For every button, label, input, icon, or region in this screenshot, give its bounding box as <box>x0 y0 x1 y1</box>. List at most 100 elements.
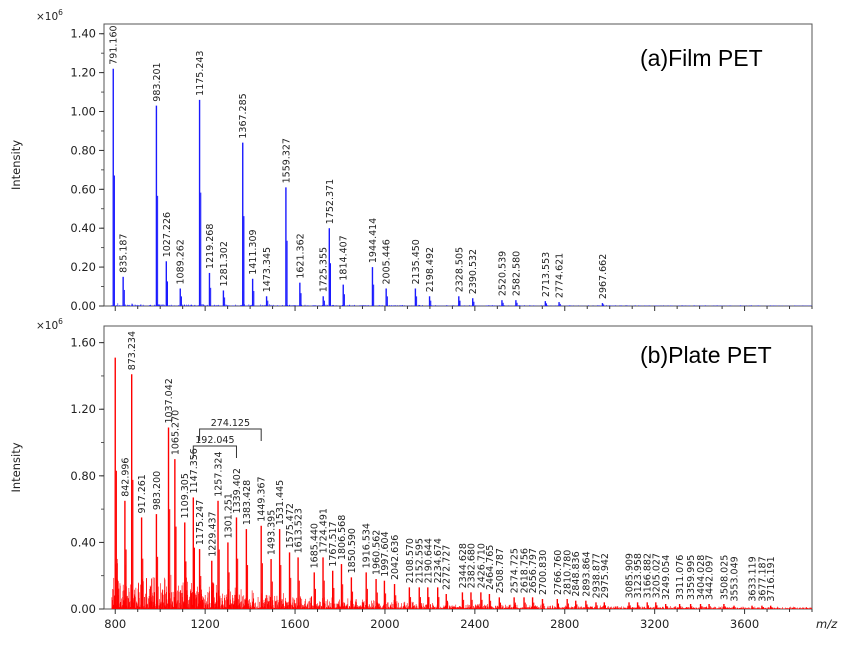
y-tick-label: 1.40 <box>70 27 96 41</box>
x-tick-label: 2000 <box>370 617 399 631</box>
peak-label: 1219.268 <box>205 224 216 269</box>
peak-label: 1725.355 <box>319 247 330 292</box>
peak-label: 1559.327 <box>281 138 292 183</box>
peak-label: 2344.628 <box>458 543 469 588</box>
peak-label: 3716.191 <box>766 556 777 601</box>
peak-label: 3123.958 <box>633 553 644 598</box>
x-tick-label: 3200 <box>640 617 669 631</box>
peak-label: 2464.765 <box>485 545 496 590</box>
peak-label: 3677.187 <box>757 556 768 601</box>
peak-label: 2005.446 <box>382 239 393 284</box>
peak-label: 983.201 <box>152 62 163 101</box>
y-multiplier: ×106 <box>36 317 63 332</box>
y-tick-label: 0.60 <box>70 182 96 196</box>
x-axis-title: m/z <box>816 617 838 631</box>
y-tick-label: 0.80 <box>70 143 96 157</box>
y-multiplier: ×106 <box>36 8 63 23</box>
panel-title: (a)Film PET <box>640 45 763 71</box>
peak-label: 2774.621 <box>555 253 566 298</box>
x-tick-label: 800 <box>104 617 126 631</box>
peak-label: 2042.636 <box>390 535 401 580</box>
peak-label: 1850.590 <box>347 528 358 573</box>
peak-label: 2574.725 <box>510 548 521 593</box>
mass-difference-label: 192.045 <box>195 435 234 446</box>
peak-label: 1411.309 <box>248 229 259 274</box>
peak-label: 2766.760 <box>553 550 564 595</box>
peak-label: 1109.305 <box>180 473 191 518</box>
peak-label: 1367.285 <box>238 93 249 138</box>
peak-label: 1339.402 <box>232 468 243 513</box>
peak-label: 2152.595 <box>415 538 426 583</box>
peak-label: 1301.251 <box>223 493 234 538</box>
peak-label: 2272.727 <box>442 545 453 590</box>
peak-label: 2520.539 <box>497 251 508 296</box>
peak-label: 2108.570 <box>405 538 416 583</box>
x-tick-label: 3600 <box>730 617 759 631</box>
peak-label: 1944.414 <box>368 218 379 263</box>
peak-label: 3633.119 <box>748 556 759 601</box>
peak-label: 1281.302 <box>219 241 230 286</box>
y-tick-label: 0.00 <box>70 602 96 616</box>
peak-label: 3359.995 <box>686 555 697 600</box>
peak-label: 2967.662 <box>598 254 609 299</box>
peak-label: 2582.580 <box>511 251 522 296</box>
y-tick-label: 0.80 <box>70 469 96 483</box>
x-tick-label: 1600 <box>280 617 309 631</box>
peak-label: 1175.247 <box>195 500 206 545</box>
peak-label: 2938.877 <box>591 553 602 598</box>
peak-label: 1473.345 <box>262 247 273 292</box>
peak-label: 835.187 <box>119 234 130 273</box>
x-tick-label: 2400 <box>460 617 489 631</box>
peak-label: 873.234 <box>127 331 138 370</box>
peak-label: 2426.710 <box>476 543 487 588</box>
peak-label: 2382.680 <box>466 543 477 588</box>
peak-label: 3205.027 <box>651 553 662 598</box>
y-tick-label: 0.40 <box>70 535 96 549</box>
y-tick-label: 0.00 <box>70 299 96 313</box>
peak-label: 3508.025 <box>719 555 730 600</box>
peak-label: 1229.437 <box>207 511 218 556</box>
mass-difference-bracket <box>192 445 237 458</box>
peak-label: 2135.450 <box>411 239 422 284</box>
peak-label: 1065.270 <box>170 410 181 455</box>
spectrum-panel-2: 0.00 0.40 0.80 1.20 1.60 800 1200 1600 2000 2400 2… <box>9 317 838 631</box>
peak-label: 1767.517 <box>328 521 339 566</box>
peak-label: 1037.042 <box>164 378 175 423</box>
peak-label: 917.261 <box>137 474 148 513</box>
peak-label: 1493.395 <box>267 510 278 555</box>
peak-label: 1916.534 <box>362 523 373 568</box>
peak-label: 2713.553 <box>541 252 552 297</box>
y-tick-label: 1.20 <box>70 66 96 80</box>
y-axis-title: Intensity <box>9 442 23 492</box>
peak-label: 1027.226 <box>162 212 173 257</box>
peak-label: 1257.324 <box>214 451 225 496</box>
baseline-noise <box>111 303 812 306</box>
peak-label: 1175.243 <box>195 51 206 96</box>
peak-label: 2328.505 <box>454 247 465 292</box>
spectrum-panel-1: 0.00 0.20 0.40 0.60 0.80 1.00 1.20 1.40 Intensit… <box>9 8 813 313</box>
peak-label: 2656.797 <box>528 548 539 593</box>
y-tick-label: 1.60 <box>70 336 96 350</box>
peak-label: 1724.491 <box>319 508 330 553</box>
peak-label: 1806.568 <box>337 515 348 560</box>
panel-title: (b)Plate PET <box>640 342 772 368</box>
peak-label: 1449.367 <box>257 476 268 521</box>
peak-label: 1621.362 <box>295 233 306 278</box>
peak-label: 1685.440 <box>310 523 321 568</box>
peak-label: 2700.830 <box>538 550 549 595</box>
peak-label: 3404.028 <box>696 555 707 600</box>
y-tick-label: 1.20 <box>70 402 96 416</box>
peak-label: 2810.780 <box>563 550 574 595</box>
peak-label: 2390.532 <box>468 249 479 294</box>
peak-label: 3085.909 <box>625 553 636 598</box>
x-tick-label: 1200 <box>191 617 220 631</box>
x-tick-label: 2800 <box>550 617 579 631</box>
peak-label: 2893.864 <box>581 551 592 596</box>
y-tick-label: 0.40 <box>70 221 96 235</box>
peak-label: 2848.836 <box>571 551 582 596</box>
peak-label: 2190.644 <box>423 538 434 583</box>
y-axis-title: Intensity <box>9 140 23 190</box>
peak-label: 1613.523 <box>294 508 305 553</box>
peak-label: 3249.054 <box>661 555 672 600</box>
